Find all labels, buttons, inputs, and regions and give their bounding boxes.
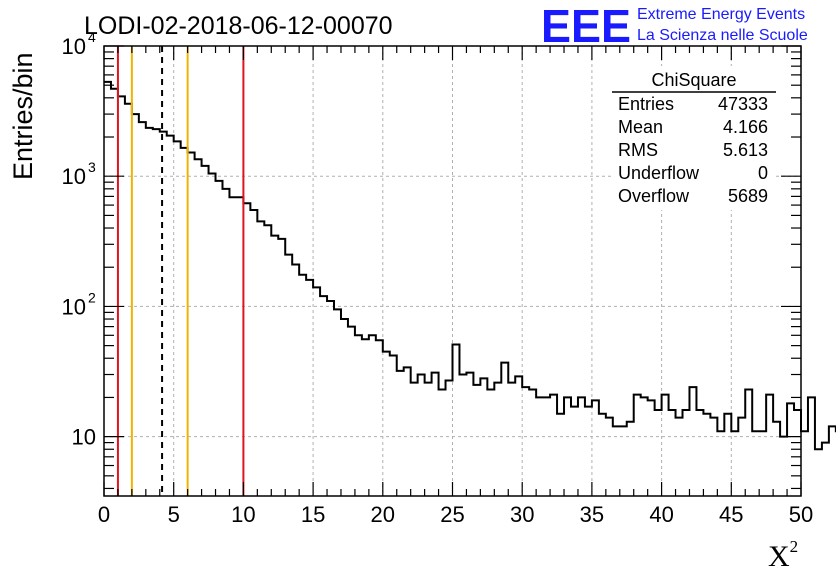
stats-rows: Entries 47333 Mean 4.166 RMS 5.613 Underflow 0 O…	[618, 94, 768, 206]
x-axis-label-sup: 2	[790, 537, 799, 556]
x-tick-label: 30	[510, 502, 534, 527]
y-tick-label-exponent: 4	[88, 29, 96, 45]
stats-row-value: 0	[758, 163, 768, 183]
y-tick-label-base: 10	[62, 294, 86, 319]
x-tick-label: 25	[440, 502, 464, 527]
eee-logo-line1: Extreme Energy Events	[637, 6, 805, 23]
x-tick-label: 40	[649, 502, 673, 527]
stats-title: ChiSquare	[651, 70, 736, 90]
y-tick-label-exponent: 3	[88, 159, 96, 175]
x-tick-label: 45	[719, 502, 743, 527]
y-tick-label: 10	[62, 34, 86, 59]
eee-logo: EEE Extreme Energy Events La Scienza nel…	[541, 0, 808, 52]
stats-row-value: 4.166	[723, 117, 768, 137]
stats-row-value: 47333	[718, 94, 768, 114]
y-tick-label-base: 10	[62, 34, 86, 59]
stats-box-background	[612, 66, 776, 210]
stats-row-label: Mean	[618, 117, 663, 137]
eee-logo-mark: EEE	[541, 0, 631, 52]
y-tick-label-base: 10	[72, 425, 96, 450]
x-tick-label: 50	[789, 502, 813, 527]
stats-row-value: 5689	[728, 186, 768, 206]
y-tick-label: 10	[72, 425, 96, 450]
y-axis-label: Entries/bin	[8, 52, 38, 180]
stats-row-value: 5.613	[723, 140, 768, 160]
y-tick-label-base: 10	[62, 164, 86, 189]
histogram-step-line	[104, 80, 836, 451]
stats-row-label: Entries	[618, 94, 674, 114]
axis-ticks	[103, 45, 802, 496]
stats-row-label: Overflow	[618, 186, 690, 206]
stats-row-label: Underflow	[618, 163, 700, 183]
y-tick-label: 10	[62, 294, 86, 319]
x-tick-label: 5	[168, 502, 180, 527]
stats-row-label: RMS	[618, 140, 658, 160]
stats-box: ChiSquare Entries 47333 Mean 4.166 RMS 5.613 U…	[612, 66, 776, 210]
y-tick-label-exponent: 2	[88, 289, 96, 305]
x-axis-label: X2	[768, 537, 798, 572]
reference-lines	[116, 46, 245, 496]
x-tick-label: 15	[301, 502, 325, 527]
chart-title: LODI-02-2018-06-12-00070	[84, 12, 393, 40]
x-tick-label: 20	[371, 502, 395, 527]
x-axis-label-base: X	[768, 540, 790, 572]
x-tick-label: 0	[98, 502, 110, 527]
x-tick-labels: 0 5 10 15 20 25 30 35 40 45 50	[98, 502, 813, 527]
eee-logo-line2: La Scienza nelle Scuole	[637, 27, 808, 44]
x-tick-label: 10	[231, 502, 255, 527]
x-tick-label: 35	[580, 502, 604, 527]
y-tick-label: 10	[62, 164, 86, 189]
